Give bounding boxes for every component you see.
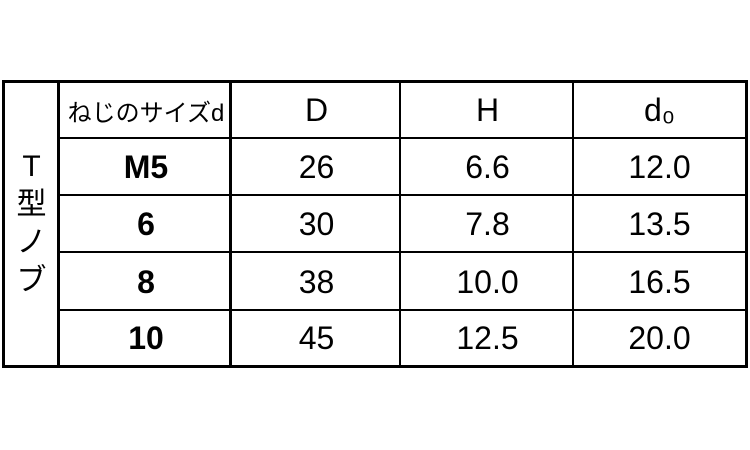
header-cell: D xyxy=(304,92,329,128)
table-cell: 38 xyxy=(298,263,335,300)
divider xyxy=(58,137,746,139)
header-cell: ねじのサイズd xyxy=(67,100,225,127)
table-cell: M5 xyxy=(123,148,169,185)
table-cell: 8 xyxy=(137,263,155,300)
divider xyxy=(57,83,60,365)
table-cell: 6 xyxy=(137,206,155,242)
table-cell: 6.6 xyxy=(465,148,510,185)
side-char: ノ xyxy=(16,226,47,259)
header-cell: d₀ xyxy=(643,92,676,128)
divider xyxy=(399,83,401,365)
side-char: 型 xyxy=(16,188,47,221)
side-char: T xyxy=(22,150,41,183)
table-cell: 12.0 xyxy=(628,148,691,185)
table-cell: 45 xyxy=(298,319,335,356)
table-cell: 12.5 xyxy=(456,319,519,356)
table-cell: 10 xyxy=(128,319,164,356)
divider xyxy=(58,194,746,196)
header-cell: H xyxy=(475,92,500,128)
divider xyxy=(58,309,746,311)
table-cell: 10.0 xyxy=(456,263,519,300)
divider xyxy=(572,83,574,365)
side-label: T 型 ノ ブ xyxy=(5,83,58,365)
divider xyxy=(229,83,232,365)
divider xyxy=(58,251,746,253)
table-cell: 26 xyxy=(298,148,335,185)
table-cell: 20.0 xyxy=(628,319,691,356)
table-cell: 13.5 xyxy=(628,206,691,242)
side-char: ブ xyxy=(16,264,47,297)
table-cell: 7.8 xyxy=(465,206,510,242)
table-cell: 16.5 xyxy=(628,263,691,300)
table-frame xyxy=(2,80,748,368)
table-cell: 30 xyxy=(298,206,335,242)
